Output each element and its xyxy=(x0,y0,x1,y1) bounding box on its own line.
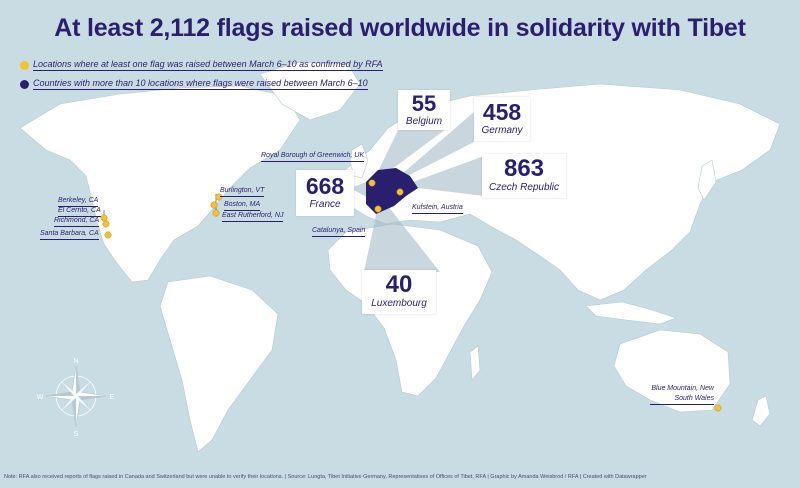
wedge-luxembourg xyxy=(364,196,440,272)
stat-count: 55 xyxy=(411,91,437,116)
marker-santa-barbara xyxy=(104,231,112,239)
australia xyxy=(613,329,731,413)
wedge-czech xyxy=(402,156,484,196)
marker-greenwich xyxy=(368,179,376,187)
stat-count: 458 xyxy=(482,99,522,125)
location-label-santa-barbara: Santa Barbara, CA xyxy=(40,229,99,240)
legend-item-locations: Locations where at least one flag was ra… xyxy=(20,58,383,72)
legend: Locations where at least one flag was ra… xyxy=(20,58,383,96)
stat-count: 40 xyxy=(385,271,413,298)
marker-el-cerrito xyxy=(102,220,110,228)
indonesia xyxy=(585,301,677,325)
footnote: Note: RFA also received reports of flags… xyxy=(4,474,647,480)
stat-box-germany: 458 Germany xyxy=(474,97,530,141)
location-label-greenwich: Royal Borough of Greenwich, UK xyxy=(261,151,365,162)
location-label-el-cerrito: El Cerrito, CA xyxy=(58,206,101,217)
country-shape-icon xyxy=(20,79,29,89)
wedge-germany xyxy=(388,112,474,186)
stat-count: 668 xyxy=(305,173,345,199)
stat-count: 863 xyxy=(503,155,545,182)
stat-box-france: 668 France xyxy=(296,170,354,216)
stat-country-name: Belgium xyxy=(405,116,443,127)
yellow-dot-icon xyxy=(20,60,29,70)
location-label-east-rutherford: East Rutherford, NJ xyxy=(222,211,284,222)
location-label-kufstein: Kufstein, Austria xyxy=(412,203,463,214)
marker-boston xyxy=(210,201,218,209)
legend-item-countries: Countries with more than 10 locations wh… xyxy=(20,77,383,91)
madagascar xyxy=(469,345,481,381)
marker-east-rutherford xyxy=(212,209,220,217)
stat-box-belgium: 55 Belgium xyxy=(398,90,450,130)
marker-burlington xyxy=(215,193,223,201)
location-label-berkeley: Berkeley, CA xyxy=(58,196,99,207)
location-label-catalunya: Catalunya, Spain xyxy=(312,226,366,237)
stat-country-name: Czech Republic xyxy=(488,182,560,193)
compass-n-label: N xyxy=(73,358,78,365)
greenland xyxy=(259,61,361,121)
location-markers xyxy=(100,179,722,412)
compass-e-label: E xyxy=(110,394,115,401)
location-label-boston: Boston, MA xyxy=(224,200,261,211)
compass-w-label: W xyxy=(37,394,44,401)
new-zealand xyxy=(751,395,771,427)
stat-country-name: Germany xyxy=(481,125,523,136)
location-label-blue-mountain: Blue Mountain, New South Wales xyxy=(650,384,714,405)
map-title: At least 2,112 flags raised worldwide in… xyxy=(54,14,746,42)
stat-country-name: France xyxy=(309,199,341,210)
location-label-burlington: Burlington, VT xyxy=(220,186,265,197)
legend-label: Locations where at least one flag was ra… xyxy=(33,59,383,71)
north-america xyxy=(19,85,301,283)
location-label-richmond: Richmond, CA xyxy=(54,216,100,227)
compass-rose: N S E W xyxy=(37,358,115,438)
marker-catalunya xyxy=(374,205,382,213)
compass-s-label: S xyxy=(74,431,79,438)
highlighted-countries-region xyxy=(366,168,418,214)
marker-berkeley xyxy=(100,214,108,222)
stat-box-luxembourg: 40 Luxembourg xyxy=(362,270,436,314)
marker-blue-mountain xyxy=(714,404,722,412)
stat-box-czech: 863 Czech Republic xyxy=(482,154,566,198)
marker-kufstein xyxy=(396,188,404,196)
south-america xyxy=(159,275,279,453)
japan xyxy=(697,159,717,201)
legend-label: Countries with more than 10 locations wh… xyxy=(33,78,368,90)
stat-country-name: Luxembourg xyxy=(371,298,427,309)
